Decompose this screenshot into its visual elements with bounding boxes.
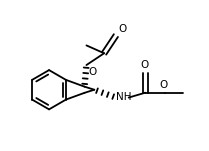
Text: O: O — [88, 67, 97, 77]
Text: O: O — [160, 80, 168, 90]
Text: O: O — [119, 24, 127, 34]
Text: O: O — [140, 60, 148, 70]
Text: NH: NH — [116, 92, 131, 102]
